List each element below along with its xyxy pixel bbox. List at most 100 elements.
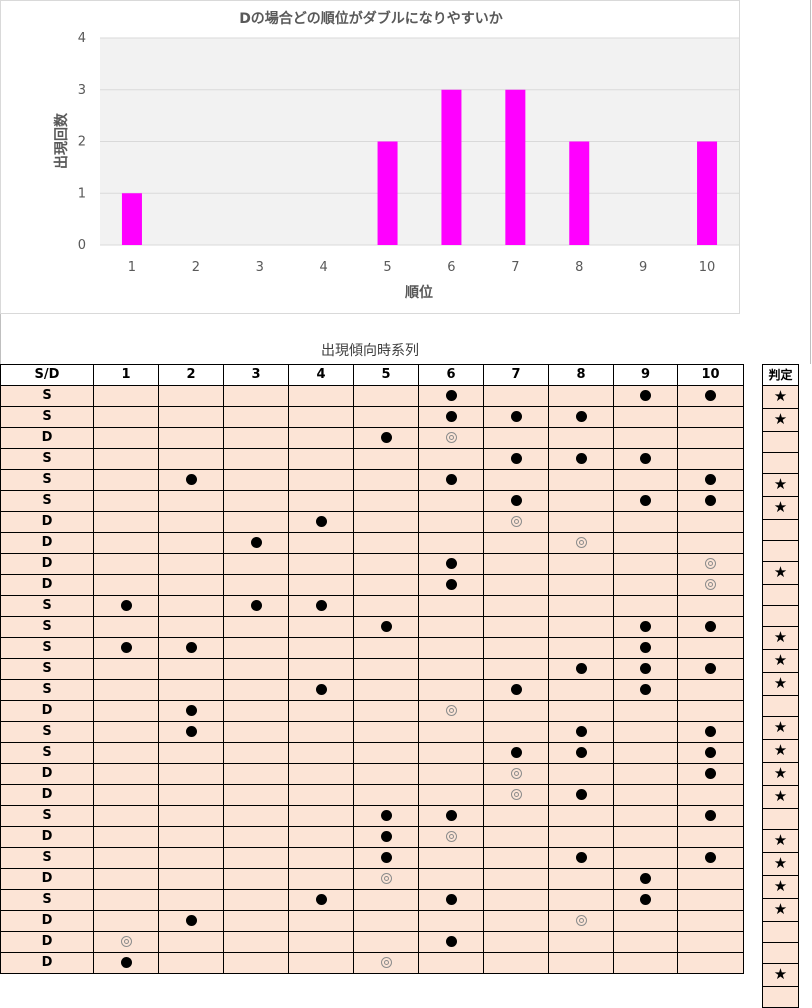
x-tick-label: 8: [575, 260, 583, 275]
rank-cell: [353, 952, 419, 974]
judge-row: ★: [762, 829, 799, 853]
table-row: S: [0, 385, 744, 407]
table-row: S: [0, 448, 744, 470]
sd-cell: D: [0, 553, 94, 575]
rank-cell: [483, 868, 549, 890]
rank-cell: [93, 385, 159, 407]
rank-cell: [418, 490, 484, 512]
rank-cell: [93, 847, 159, 869]
judge-cell: ★: [762, 672, 799, 696]
filled-circle-mark: [705, 810, 716, 821]
filled-circle-mark: [640, 684, 651, 695]
judge-row: [762, 986, 799, 1008]
filled-circle-mark: [575, 411, 587, 422]
judge-row: [762, 921, 799, 943]
rank-cell: [677, 805, 744, 827]
rank-cell: [418, 784, 484, 806]
rank-cell: [288, 595, 354, 617]
header-rank: 6: [418, 364, 484, 386]
rank-cell: [613, 721, 678, 743]
filled-circle-mark: [380, 810, 392, 821]
bar: [569, 141, 590, 245]
rank-cell: [613, 889, 678, 911]
rank-cell: [677, 679, 744, 701]
rank-cell: [223, 952, 289, 974]
filled-circle-mark: [445, 390, 457, 401]
rank-cell: [613, 448, 678, 470]
table-row: D: [0, 553, 744, 575]
judge-cell: ★: [762, 385, 799, 409]
rank-cell: [353, 553, 419, 575]
y-tick-label: 2: [78, 135, 86, 150]
rank-cell: [613, 637, 678, 659]
rank-cell: [223, 595, 289, 617]
rank-cell: [548, 469, 614, 491]
filled-circle-mark: [575, 747, 587, 758]
rank-cell: [677, 889, 744, 911]
rank-cell: [288, 826, 354, 848]
rank-cell: [353, 742, 419, 764]
judge-table: 判定 ★ ★ ★ ★ ★ ★ ★ ★ ★ ★ ★ ★ ★ ★ ★ ★ ★: [762, 364, 799, 1008]
rank-cell: [353, 868, 419, 890]
rank-cell: [93, 679, 159, 701]
sd-cell: S: [0, 406, 94, 428]
filled-circle-mark: [185, 915, 197, 926]
rank-cell: [418, 427, 484, 449]
rank-cell: [93, 868, 159, 890]
rank-cell: [158, 385, 224, 407]
rank-cell: [353, 532, 419, 554]
chart-title: Dの場合どの順位がダブルになりやすいか: [239, 10, 503, 27]
rank-cell: [483, 406, 549, 428]
table-row: S: [0, 742, 744, 764]
judge-cell: [762, 452, 799, 474]
rank-cell: [548, 448, 614, 470]
header-rank: 4: [288, 364, 354, 386]
rank-cell: [158, 616, 224, 638]
rank-cell: [418, 511, 484, 533]
double-circle-mark: [575, 537, 587, 548]
rank-cell: [353, 784, 419, 806]
rank-cell: [353, 721, 419, 743]
table-row: S: [0, 847, 744, 869]
rank-cell: [223, 616, 289, 638]
rank-cell: [158, 700, 224, 722]
table-title: 出現傾向時系列: [321, 343, 419, 359]
rank-cell: [288, 658, 354, 680]
rank-cell: [158, 574, 224, 596]
bar: [505, 89, 526, 245]
rank-cell: [288, 532, 354, 554]
rank-cell: [93, 763, 159, 785]
rank-cell: [418, 763, 484, 785]
rank-cell: [483, 931, 549, 953]
rank-cell: [158, 553, 224, 575]
filled-circle-mark: [380, 621, 392, 632]
rank-cell: [288, 847, 354, 869]
judge-row: ★: [762, 898, 799, 922]
sd-cell: S: [0, 385, 94, 407]
filled-circle-mark: [120, 600, 132, 611]
table-row: S: [0, 679, 744, 701]
filled-circle-mark: [705, 852, 716, 863]
rank-cell: [93, 721, 159, 743]
rank-cell: [677, 910, 744, 932]
filled-circle-mark: [510, 411, 522, 422]
table-row: S: [0, 805, 744, 827]
filled-circle-mark: [640, 495, 651, 506]
filled-circle-mark: [705, 495, 716, 506]
rank-cell: [288, 616, 354, 638]
rank-cell: [548, 805, 614, 827]
rank-cell: [613, 700, 678, 722]
rank-cell: [613, 427, 678, 449]
rank-cell: [548, 532, 614, 554]
divider: [810, 0, 811, 364]
judge-cell: [762, 605, 799, 627]
header-rank: 7: [483, 364, 549, 386]
judge-cell: ★: [762, 716, 799, 740]
filled-circle-mark: [705, 621, 716, 632]
judge-cell: [762, 540, 799, 562]
rank-cell: [613, 826, 678, 848]
header-rank: 8: [548, 364, 614, 386]
double-circle-mark: [510, 768, 522, 779]
sd-cell: D: [0, 826, 94, 848]
filled-circle-mark: [705, 747, 716, 758]
